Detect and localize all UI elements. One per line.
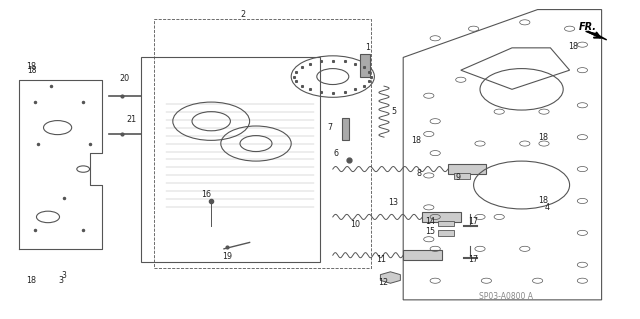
Text: 3: 3 <box>58 276 63 285</box>
Polygon shape <box>380 272 401 283</box>
Text: 5: 5 <box>391 107 396 116</box>
Text: 3: 3 <box>61 271 67 279</box>
Text: SP03-A0800 A: SP03-A0800 A <box>479 292 532 301</box>
Text: 21: 21 <box>126 115 136 124</box>
Text: 18: 18 <box>26 276 36 285</box>
Text: 7: 7 <box>327 123 332 132</box>
Text: 6: 6 <box>333 149 339 158</box>
Polygon shape <box>438 230 454 236</box>
Polygon shape <box>454 173 470 179</box>
Text: 12: 12 <box>378 278 388 287</box>
Text: 9: 9 <box>455 173 460 182</box>
Polygon shape <box>448 164 486 174</box>
Text: 2: 2 <box>241 10 246 19</box>
Text: 16: 16 <box>201 190 211 199</box>
Text: 8: 8 <box>417 169 422 178</box>
Polygon shape <box>342 118 349 140</box>
Polygon shape <box>360 54 370 77</box>
Text: 10: 10 <box>350 220 360 229</box>
Text: 18: 18 <box>568 42 578 51</box>
Polygon shape <box>422 212 461 222</box>
Text: 14: 14 <box>425 217 435 226</box>
Text: 17: 17 <box>468 217 479 226</box>
Text: 20: 20 <box>120 74 130 83</box>
Text: 18: 18 <box>28 66 36 75</box>
Text: 1: 1 <box>365 43 371 52</box>
Text: FR.: FR. <box>579 22 597 32</box>
Text: 15: 15 <box>425 227 435 236</box>
Text: 18: 18 <box>411 136 421 145</box>
Text: 18: 18 <box>538 197 548 205</box>
Text: 18: 18 <box>538 133 548 142</box>
Text: 11: 11 <box>376 256 386 264</box>
Text: 17: 17 <box>468 256 479 264</box>
Text: 18: 18 <box>26 63 36 71</box>
Text: 4: 4 <box>545 203 550 212</box>
Polygon shape <box>403 250 442 260</box>
Polygon shape <box>438 221 454 226</box>
Text: 19: 19 <box>222 252 232 261</box>
Text: 13: 13 <box>388 198 399 207</box>
Polygon shape <box>586 31 607 40</box>
